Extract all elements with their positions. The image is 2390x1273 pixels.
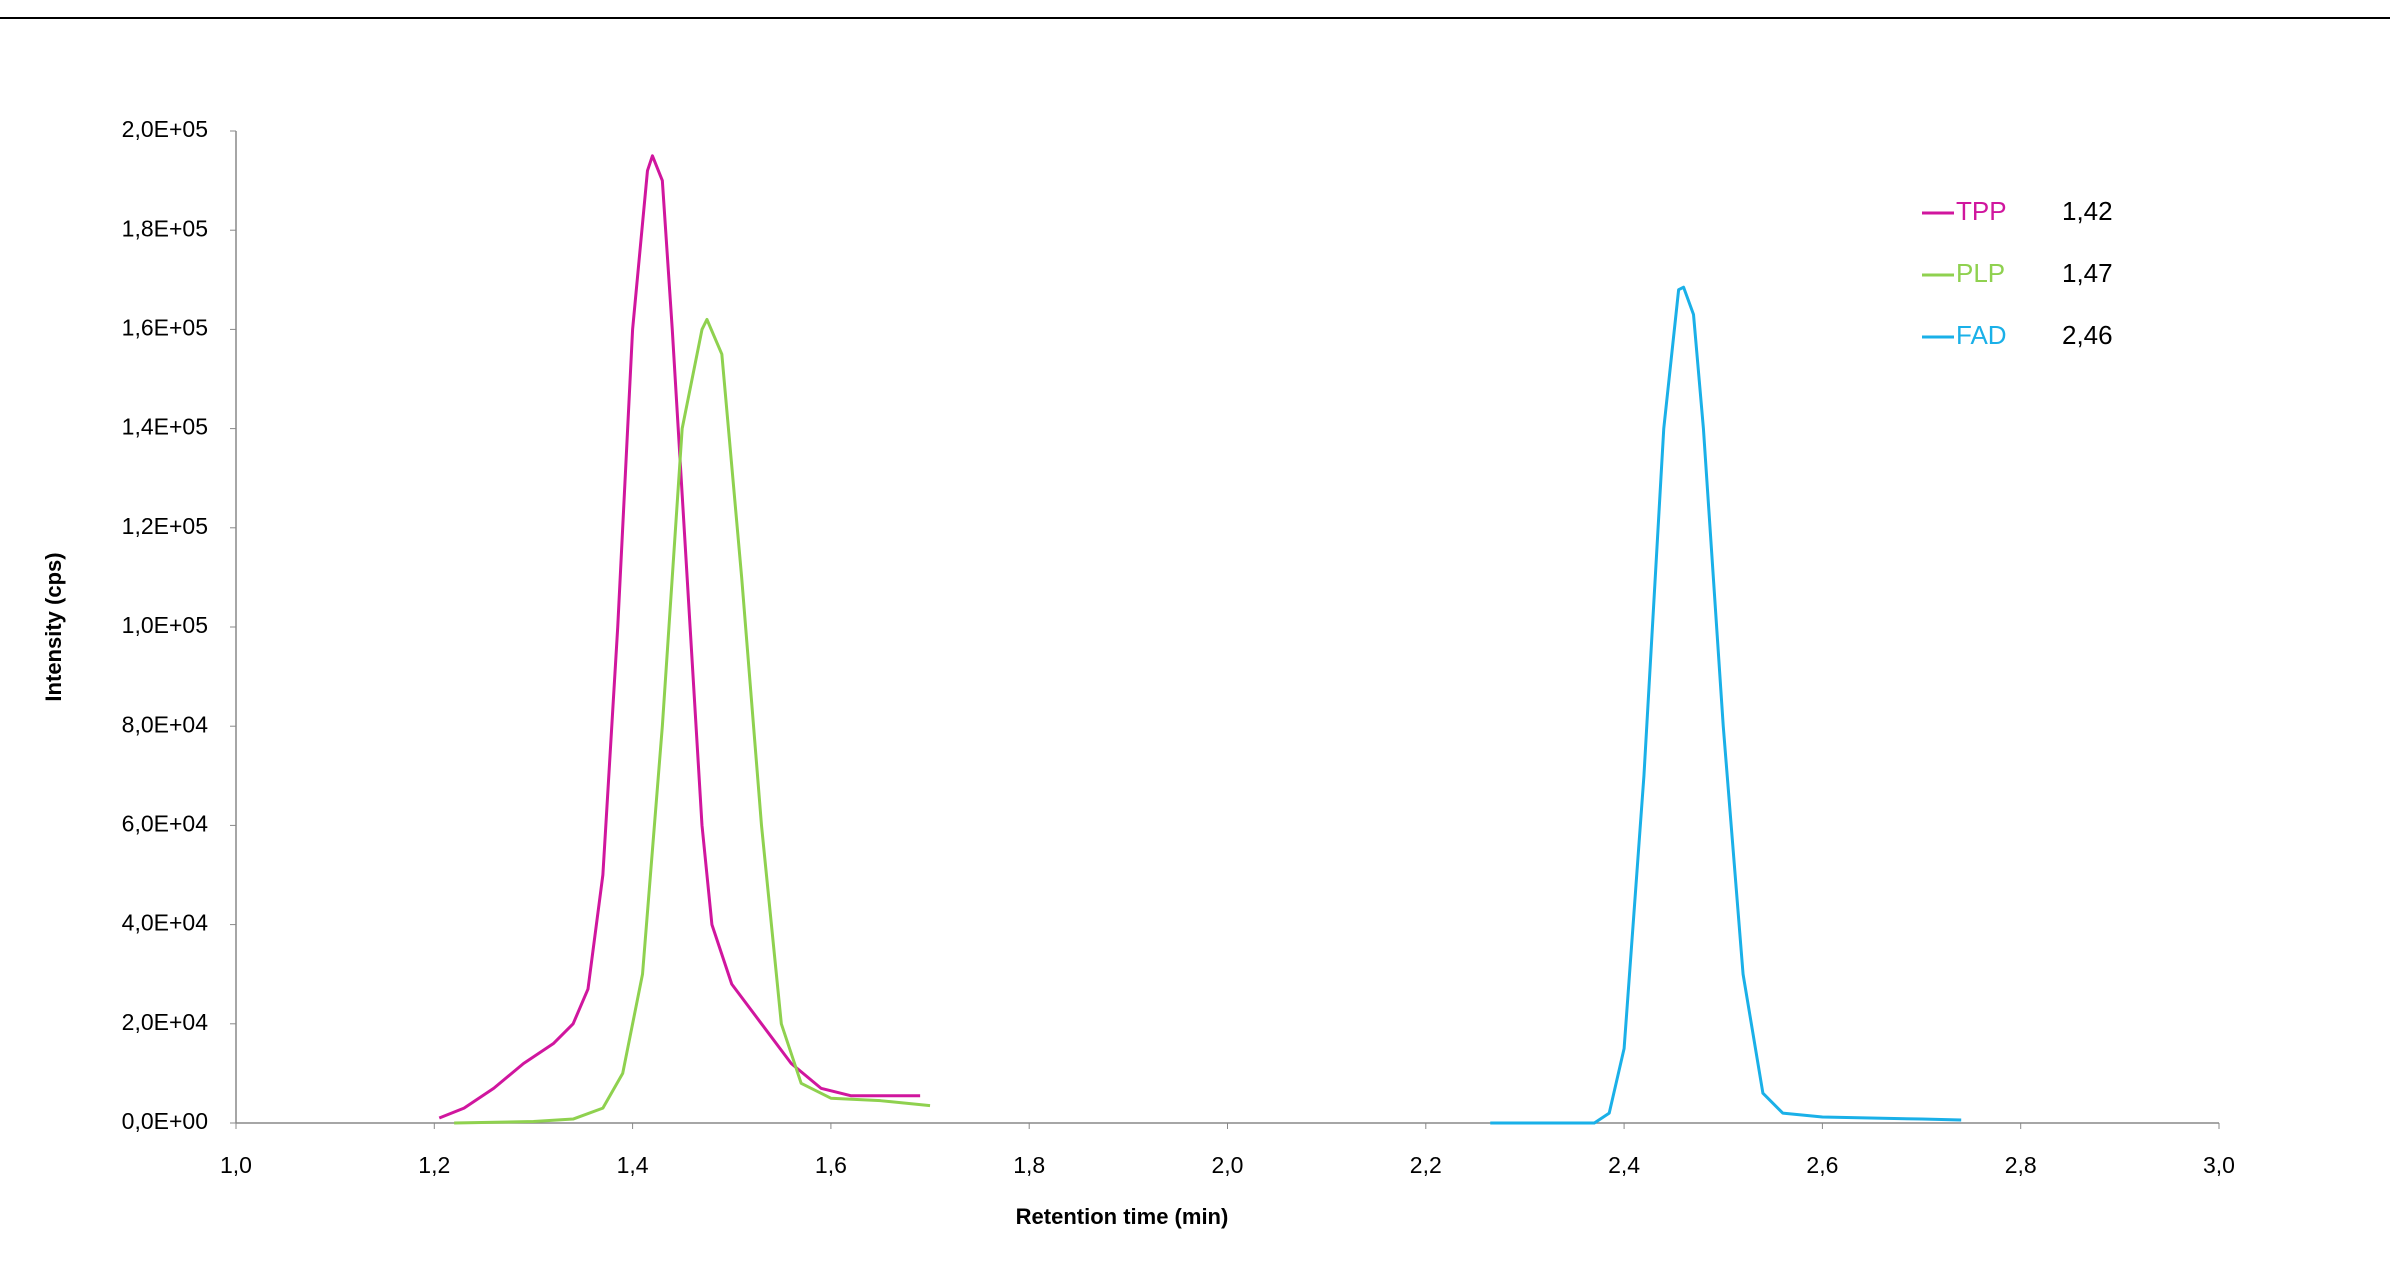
x-tick-label: 1,4 xyxy=(617,1152,649,1178)
x-tick-label: 1,8 xyxy=(1013,1152,1045,1178)
x-tick-label: 2,4 xyxy=(1608,1152,1640,1178)
y-tick-label: 1,4E+05 xyxy=(122,414,208,440)
legend-label: TPP xyxy=(1956,196,2007,226)
y-tick-label: 8,0E+04 xyxy=(122,711,209,737)
series-line xyxy=(438,154,921,1120)
legend-label: PLP xyxy=(1956,258,2005,288)
series-line xyxy=(454,317,931,1125)
legend-label: FAD xyxy=(1956,320,2007,350)
y-tick-label: 1,6E+05 xyxy=(122,314,208,340)
x-tick-label: 1,6 xyxy=(815,1152,847,1178)
y-tick-label: 1,2E+05 xyxy=(122,513,208,539)
y-tick-label: 1,8E+05 xyxy=(122,215,208,241)
y-tick-label: 0,0E+00 xyxy=(122,1108,208,1134)
peak-label: 1,42 xyxy=(2062,196,2113,226)
x-tick-label: 1,0 xyxy=(220,1152,252,1178)
y-tick-label: 1,0E+05 xyxy=(122,612,208,638)
x-tick-label: 2,8 xyxy=(2005,1152,2037,1178)
x-tick-label: 2,2 xyxy=(1410,1152,1442,1178)
y-tick-label: 6,0E+04 xyxy=(122,810,209,836)
y-tick-label: 2,0E+05 xyxy=(122,116,208,142)
peak-label: 2,46 xyxy=(2062,320,2113,350)
series-line xyxy=(1490,285,1962,1125)
y-tick-label: 2,0E+04 xyxy=(122,1009,209,1035)
x-tick-label: 1,2 xyxy=(418,1152,450,1178)
x-tick-label: 3,0 xyxy=(2203,1152,2235,1178)
x-axis-title: Retention time (min) xyxy=(1016,1204,1229,1229)
x-tick-label: 2,0 xyxy=(1212,1152,1244,1178)
peak-label: 1,47 xyxy=(2062,258,2113,288)
y-axis-title: Intensity (cps) xyxy=(41,552,66,701)
x-tick-label: 2,6 xyxy=(1806,1152,1838,1178)
y-tick-label: 4,0E+04 xyxy=(122,910,209,936)
